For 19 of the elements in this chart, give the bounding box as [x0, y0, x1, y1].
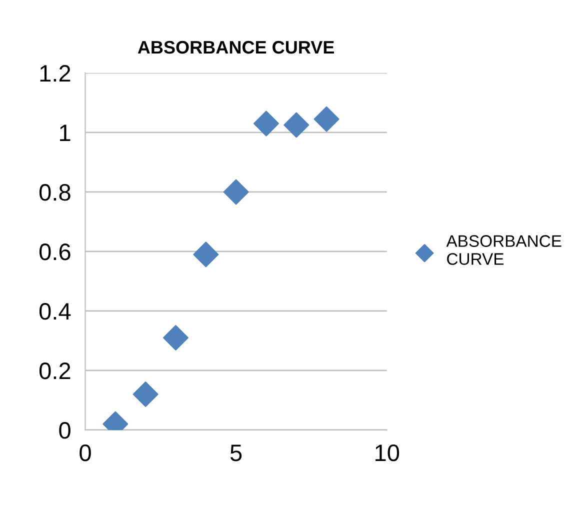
point: [314, 106, 340, 132]
y-tick-label: 0.2: [39, 362, 70, 380]
point: [253, 110, 279, 136]
y-tick-label: 0.8: [39, 184, 70, 201]
x-tick-label: 10: [376, 444, 400, 462]
y-tick-label: 1.2: [40, 65, 70, 82]
point: [163, 325, 188, 350]
chart-title: ABSORBANCE CURVE: [138, 40, 334, 54]
point: [223, 179, 249, 205]
x-tick-label: 0: [80, 444, 91, 462]
y-tick-label: 1: [60, 124, 70, 142]
y-tick-label: 0.4: [39, 303, 71, 320]
point: [284, 112, 310, 138]
y-tick-label: 0: [59, 422, 70, 439]
point: [132, 382, 158, 407]
point: [193, 242, 219, 268]
legend-label: ABSORBANCE CURVE: [446, 235, 562, 265]
x-tick-label: 5: [230, 444, 242, 462]
y-tick-label: 0.6: [39, 244, 70, 260]
